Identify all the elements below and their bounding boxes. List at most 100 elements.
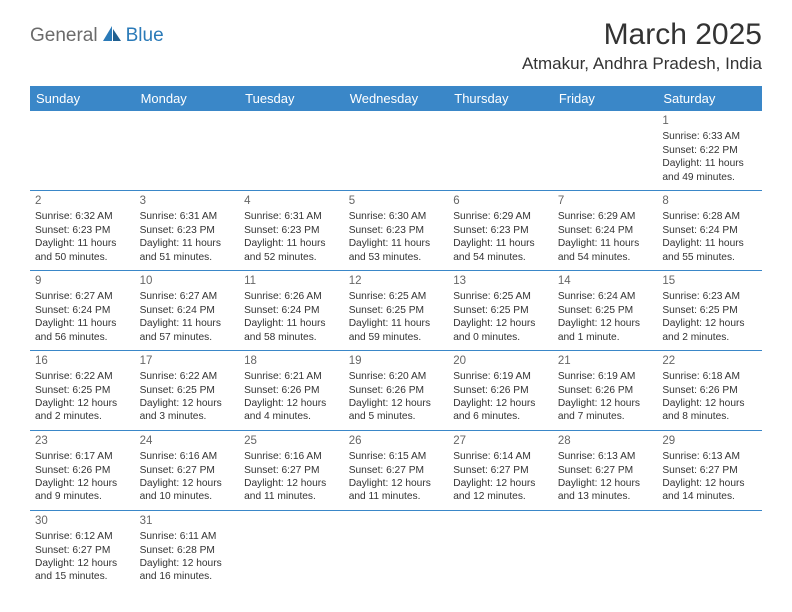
calendar-cell: 9Sunrise: 6:27 AMSunset: 6:24 PMDaylight… [30,271,135,350]
sunrise-text: Sunrise: 6:17 AM [35,450,130,463]
daylight-text: Daylight: 11 hours and 49 minutes. [662,157,757,184]
day-number: 13 [453,274,548,289]
location: Atmakur, Andhra Pradesh, India [522,54,762,74]
calendar-cell: 30Sunrise: 6:12 AMSunset: 6:27 PMDayligh… [30,511,135,590]
sunrise-text: Sunrise: 6:23 AM [662,290,757,303]
daylight-text: Daylight: 11 hours and 58 minutes. [244,317,339,344]
weekday-tue: Tuesday [239,86,344,111]
daylight-text: Daylight: 11 hours and 55 minutes. [662,237,757,264]
day-number: 25 [244,434,339,449]
daylight-text: Daylight: 12 hours and 2 minutes. [662,317,757,344]
daylight-text: Daylight: 12 hours and 3 minutes. [140,397,235,424]
daylight-text: Daylight: 11 hours and 52 minutes. [244,237,339,264]
calendar-cell [344,111,449,190]
daylight-text: Daylight: 12 hours and 16 minutes. [140,557,235,584]
day-number: 8 [662,194,757,209]
calendar-body: 1Sunrise: 6:33 AMSunset: 6:22 PMDaylight… [30,111,762,590]
daylight-text: Daylight: 12 hours and 13 minutes. [558,477,653,504]
day-number: 18 [244,354,339,369]
daylight-text: Daylight: 12 hours and 0 minutes. [453,317,548,344]
sunset-text: Sunset: 6:27 PM [453,464,548,477]
day-number: 28 [558,434,653,449]
day-number: 12 [349,274,444,289]
calendar-cell: 31Sunrise: 6:11 AMSunset: 6:28 PMDayligh… [135,511,240,590]
calendar-week-row: 9Sunrise: 6:27 AMSunset: 6:24 PMDaylight… [30,271,762,350]
logo-text-general: General [30,25,98,47]
sunset-text: Sunset: 6:23 PM [244,224,339,237]
calendar-cell [239,111,344,190]
sunrise-text: Sunrise: 6:29 AM [558,210,653,223]
sunset-text: Sunset: 6:23 PM [349,224,444,237]
sunset-text: Sunset: 6:25 PM [349,304,444,317]
sunset-text: Sunset: 6:22 PM [662,144,757,157]
sunrise-text: Sunrise: 6:24 AM [558,290,653,303]
sunset-text: Sunset: 6:27 PM [349,464,444,477]
weekday-sun: Sunday [30,86,135,111]
sunset-text: Sunset: 6:24 PM [35,304,130,317]
daylight-text: Daylight: 12 hours and 11 minutes. [244,477,339,504]
sunset-text: Sunset: 6:25 PM [453,304,548,317]
logo-sail-icon [102,24,124,47]
weekday-fri: Friday [553,86,658,111]
day-number: 1 [662,114,757,129]
calendar-cell [344,511,449,590]
sunrise-text: Sunrise: 6:27 AM [35,290,130,303]
calendar-cell: 19Sunrise: 6:20 AMSunset: 6:26 PMDayligh… [344,351,449,430]
logo: General Blue [30,24,164,47]
sunrise-text: Sunrise: 6:32 AM [35,210,130,223]
day-number: 6 [453,194,548,209]
calendar-cell [657,511,762,590]
sunset-text: Sunset: 6:25 PM [558,304,653,317]
sunrise-text: Sunrise: 6:28 AM [662,210,757,223]
calendar-cell [553,111,658,190]
day-number: 11 [244,274,339,289]
calendar-cell: 15Sunrise: 6:23 AMSunset: 6:25 PMDayligh… [657,271,762,350]
sunset-text: Sunset: 6:23 PM [453,224,548,237]
sunset-text: Sunset: 6:26 PM [558,384,653,397]
day-number: 23 [35,434,130,449]
daylight-text: Daylight: 11 hours and 53 minutes. [349,237,444,264]
daylight-text: Daylight: 12 hours and 2 minutes. [35,397,130,424]
sunset-text: Sunset: 6:24 PM [662,224,757,237]
calendar-cell: 8Sunrise: 6:28 AMSunset: 6:24 PMDaylight… [657,191,762,270]
sunrise-text: Sunrise: 6:14 AM [453,450,548,463]
calendar-cell: 12Sunrise: 6:25 AMSunset: 6:25 PMDayligh… [344,271,449,350]
month-title: March 2025 [522,18,762,52]
sunrise-text: Sunrise: 6:31 AM [140,210,235,223]
calendar-cell: 16Sunrise: 6:22 AMSunset: 6:25 PMDayligh… [30,351,135,430]
calendar-cell: 21Sunrise: 6:19 AMSunset: 6:26 PMDayligh… [553,351,658,430]
weekday-header-row: Sunday Monday Tuesday Wednesday Thursday… [30,86,762,111]
calendar-week-row: 2Sunrise: 6:32 AMSunset: 6:23 PMDaylight… [30,191,762,270]
sunset-text: Sunset: 6:27 PM [662,464,757,477]
day-number: 27 [453,434,548,449]
day-number: 16 [35,354,130,369]
day-number: 17 [140,354,235,369]
calendar-week-row: 16Sunrise: 6:22 AMSunset: 6:25 PMDayligh… [30,351,762,430]
daylight-text: Daylight: 11 hours and 59 minutes. [349,317,444,344]
day-number: 31 [140,514,235,529]
calendar-cell: 28Sunrise: 6:13 AMSunset: 6:27 PMDayligh… [553,431,658,510]
sunrise-text: Sunrise: 6:22 AM [35,370,130,383]
calendar-week-row: 1Sunrise: 6:33 AMSunset: 6:22 PMDaylight… [30,111,762,190]
header: General Blue March 2025 Atmakur, Andhra … [30,18,762,74]
sunrise-text: Sunrise: 6:11 AM [140,530,235,543]
daylight-text: Daylight: 11 hours and 57 minutes. [140,317,235,344]
calendar-cell: 26Sunrise: 6:15 AMSunset: 6:27 PMDayligh… [344,431,449,510]
sunset-text: Sunset: 6:26 PM [35,464,130,477]
calendar-cell: 22Sunrise: 6:18 AMSunset: 6:26 PMDayligh… [657,351,762,430]
sunset-text: Sunset: 6:23 PM [35,224,130,237]
sunrise-text: Sunrise: 6:18 AM [662,370,757,383]
calendar-cell [30,111,135,190]
daylight-text: Daylight: 12 hours and 15 minutes. [35,557,130,584]
calendar-cell: 6Sunrise: 6:29 AMSunset: 6:23 PMDaylight… [448,191,553,270]
daylight-text: Daylight: 12 hours and 9 minutes. [35,477,130,504]
calendar-cell: 27Sunrise: 6:14 AMSunset: 6:27 PMDayligh… [448,431,553,510]
daylight-text: Daylight: 11 hours and 54 minutes. [453,237,548,264]
daylight-text: Daylight: 12 hours and 8 minutes. [662,397,757,424]
weekday-thu: Thursday [448,86,553,111]
calendar-cell: 13Sunrise: 6:25 AMSunset: 6:25 PMDayligh… [448,271,553,350]
day-number: 26 [349,434,444,449]
daylight-text: Daylight: 12 hours and 12 minutes. [453,477,548,504]
sunrise-text: Sunrise: 6:33 AM [662,130,757,143]
sunset-text: Sunset: 6:25 PM [662,304,757,317]
